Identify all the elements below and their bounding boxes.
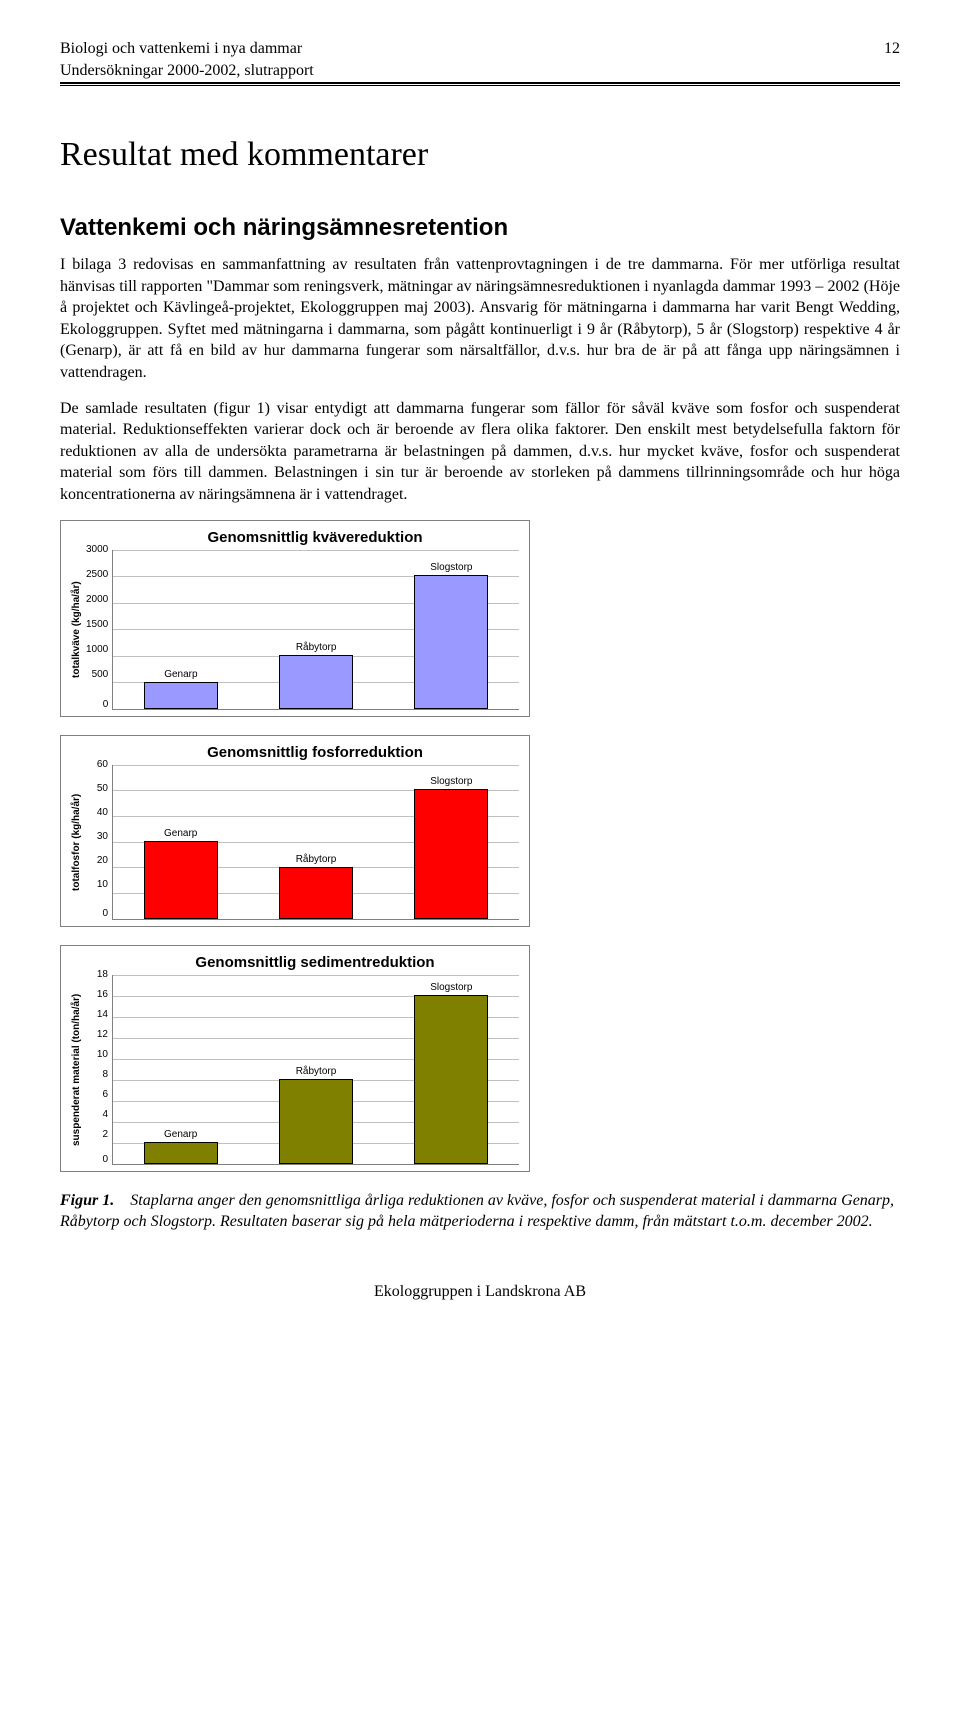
y-tick: 2500 <box>86 570 108 580</box>
bar-label: Slogstorp <box>430 562 472 573</box>
chart-title: Genomsnittlig fosforreduktion <box>111 744 519 761</box>
y-tick: 500 <box>92 670 109 680</box>
bar-label: Genarp <box>164 669 197 680</box>
y-ticks: 6050403020100 <box>86 765 112 920</box>
y-tick: 4 <box>102 1110 108 1120</box>
bar-label: Råbytorp <box>296 854 337 865</box>
header-title-line2: Undersökningar 2000-2002, slutrapport <box>60 62 900 80</box>
figure-label: Figur 1. <box>60 1192 114 1209</box>
y-axis-label: totalkväve (kg/ha/år) <box>71 550 82 710</box>
y-tick: 10 <box>97 1050 108 1060</box>
y-tick: 3000 <box>86 545 108 555</box>
page-header: Biologi och vattenkemi i nya dammar 12 <box>60 40 900 58</box>
figure-caption: Figur 1. Staplarna anger den genomsnittl… <box>60 1190 900 1233</box>
bar-wrap: Slogstorp <box>390 776 512 918</box>
y-tick: 0 <box>102 1155 108 1165</box>
bar-wrap: Slogstorp <box>390 982 512 1164</box>
y-tick: 18 <box>97 970 108 980</box>
bars-container: Genarp Råbytorp Slogstorp <box>113 975 519 1164</box>
bar-wrap: Råbytorp <box>255 642 377 708</box>
chart-phosphorus: Genomsnittlig fosforreduktion totalfosfo… <box>60 735 530 927</box>
y-ticks: 181614121086420 <box>86 975 112 1165</box>
paragraph-2: De samlade resultaten (figur 1) visar en… <box>60 398 900 506</box>
bar-wrap: Genarp <box>120 669 242 709</box>
bar <box>414 575 488 708</box>
bar <box>414 789 488 918</box>
plot-area: Genarp Råbytorp Slogstorp <box>112 765 519 920</box>
y-tick: 2 <box>102 1130 108 1140</box>
y-tick: 1500 <box>86 620 108 630</box>
y-axis-label: totalfosfor (kg/ha/år) <box>71 765 82 920</box>
plot-area: Genarp Råbytorp Slogstorp <box>112 975 519 1165</box>
bar-wrap: Slogstorp <box>391 562 513 708</box>
page-number: 12 <box>884 40 900 58</box>
y-tick: 30 <box>97 832 108 842</box>
chart-title: Genomsnittlig kvävereduktion <box>111 529 519 546</box>
y-tick: 8 <box>102 1070 108 1080</box>
y-tick: 10 <box>97 880 108 890</box>
y-ticks: 300025002000150010005000 <box>86 550 112 710</box>
bar-label: Råbytorp <box>296 642 337 653</box>
y-tick: 40 <box>97 808 108 818</box>
bar-label: Genarp <box>164 828 197 839</box>
chart-sediment: Genomsnittlig sedimentreduktion suspende… <box>60 945 530 1172</box>
figure-caption-text: Staplarna anger den genomsnittliga årlig… <box>60 1192 894 1231</box>
bar <box>279 1079 353 1163</box>
bar-wrap: Genarp <box>120 828 242 919</box>
y-tick: 16 <box>97 990 108 1000</box>
bar-label: Slogstorp <box>430 776 472 787</box>
bar-label: Genarp <box>164 1129 197 1140</box>
bar-label: Råbytorp <box>296 1066 337 1077</box>
chart-title: Genomsnittlig sedimentreduktion <box>111 954 519 971</box>
y-tick: 0 <box>102 909 108 919</box>
y-tick: 0 <box>103 700 109 710</box>
y-axis-label: suspenderat material (ton/ha/år) <box>71 975 82 1165</box>
y-tick: 2000 <box>86 595 108 605</box>
header-title-line1: Biologi och vattenkemi i nya dammar <box>60 40 302 58</box>
bar <box>144 1142 218 1163</box>
bar-wrap: Råbytorp <box>255 854 377 919</box>
bar <box>279 867 353 919</box>
y-tick: 60 <box>97 760 108 770</box>
y-tick: 50 <box>97 784 108 794</box>
section-heading: Vattenkemi och näringsämnesretention <box>60 214 900 242</box>
page-title: Resultat med kommentarer <box>60 136 900 174</box>
bar-wrap: Råbytorp <box>255 1066 377 1163</box>
bar <box>414 995 488 1164</box>
y-tick: 14 <box>97 1010 108 1020</box>
bars-container: Genarp Råbytorp Slogstorp <box>113 765 519 919</box>
bar <box>279 655 353 708</box>
y-tick: 12 <box>97 1030 108 1040</box>
bar <box>144 682 218 709</box>
header-rule <box>60 82 900 86</box>
bar-wrap: Genarp <box>120 1129 242 1163</box>
y-tick: 20 <box>97 856 108 866</box>
paragraph-1: I bilaga 3 redovisas en sammanfattning a… <box>60 254 900 384</box>
bars-container: Genarp Råbytorp Slogstorp <box>113 550 519 709</box>
y-tick: 6 <box>102 1090 108 1100</box>
plot-area: Genarp Råbytorp Slogstorp <box>112 550 519 710</box>
bar-label: Slogstorp <box>430 982 472 993</box>
page-footer: Ekologgruppen i Landskrona AB <box>60 1283 900 1301</box>
y-tick: 1000 <box>86 645 108 655</box>
bar <box>144 841 218 919</box>
chart-nitrogen: Genomsnittlig kvävereduktion totalkväve … <box>60 520 530 717</box>
